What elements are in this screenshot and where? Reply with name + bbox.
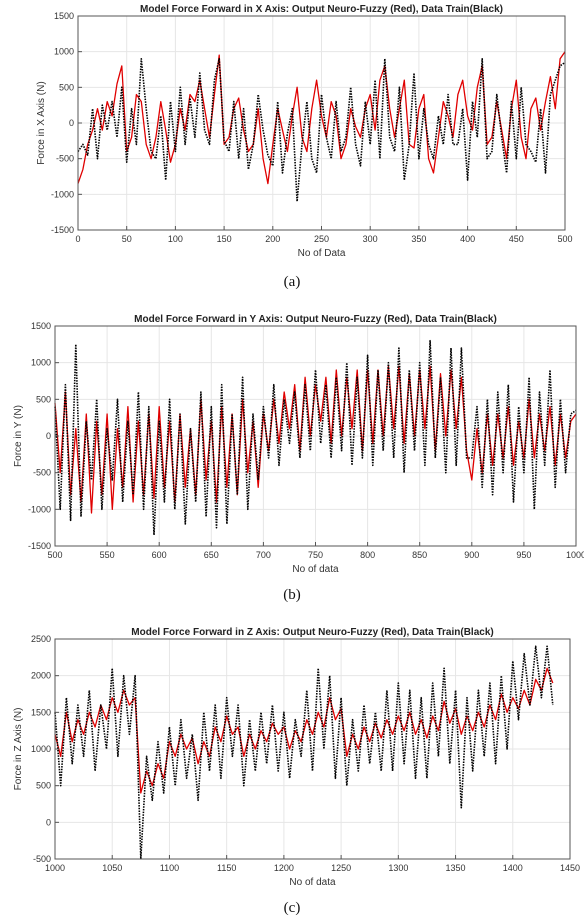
- series-line-neuro-fuzzy: [54, 667, 554, 794]
- x-tick-label: 300: [363, 234, 378, 244]
- y-tick-label: 1500: [31, 321, 51, 331]
- series-line-data-train: [54, 645, 554, 860]
- x-tick-label: 50: [122, 234, 132, 244]
- x-tick-label: 1050: [102, 863, 122, 873]
- y-tick-label: -1000: [51, 189, 74, 199]
- x-tick-label: 950: [516, 550, 531, 560]
- x-tick-label: 1400: [503, 863, 523, 873]
- y-tick-label: 1000: [54, 47, 74, 57]
- chart-panel-a: 0 50 100 150 200 250 300 350 400 450 500 -1500 -1000…: [0, 0, 584, 296]
- x-tick-label: 650: [204, 550, 219, 560]
- x-tick-label: 800: [360, 550, 375, 560]
- y-tick-label: -1000: [28, 504, 51, 514]
- x-tick-label: 1450: [560, 863, 580, 873]
- x-axis-label: No of Data: [298, 248, 346, 259]
- y-tick-label: -1500: [28, 541, 51, 551]
- y-tick-label: 500: [59, 82, 74, 92]
- x-tick-label: 400: [460, 234, 475, 244]
- y-tick-label: -500: [56, 154, 74, 164]
- x-tick-label: 1300: [388, 863, 408, 873]
- x-tick-label: 100: [168, 234, 183, 244]
- x-tick-label: 750: [308, 550, 323, 560]
- y-tick-label: 1500: [31, 707, 51, 717]
- series-line-data-train: [77, 57, 566, 203]
- x-tick-label: 1350: [446, 863, 466, 873]
- figure-caption-a: (a): [283, 274, 301, 290]
- chart-y-axis-force: 500 550 600 650 700 750 800 850 900 950 1000 -1500 -…: [13, 314, 584, 575]
- x-tick-label: 500: [47, 550, 62, 560]
- x-tick-label: 1000: [566, 550, 584, 560]
- chart-title: Model Force Forward in Y Axis: Output Ne…: [134, 314, 497, 325]
- y-axis-label: Force in X Axis (N): [36, 81, 47, 164]
- figure-caption-b: (b): [283, 587, 301, 603]
- x-tick-label: 1200: [274, 863, 294, 873]
- x-tick-label: 600: [152, 550, 167, 560]
- chart-z-axis-force: 1000 1050 1100 1150 1200 1250 1300 1350 1400 1450…: [13, 627, 580, 888]
- x-tick-label: 200: [265, 234, 280, 244]
- y-tick-label: 1500: [54, 11, 74, 21]
- x-tick-label: 1100: [160, 863, 179, 873]
- x-tick-label: 450: [509, 234, 524, 244]
- x-tick-label: 850: [412, 550, 427, 560]
- y-tick-label: 0: [46, 431, 51, 441]
- x-tick-label: 150: [217, 234, 232, 244]
- series-line-neuro-fuzzy: [54, 365, 577, 514]
- x-axis-label: No of data: [292, 564, 339, 575]
- x-tick-label: 900: [464, 550, 479, 560]
- y-tick-label: 0: [69, 118, 74, 128]
- y-tick-label: 1000: [31, 358, 51, 368]
- y-tick-label: 1000: [31, 744, 51, 754]
- chart-title: Model Force Forward in Z Axis: Output Ne…: [131, 627, 493, 638]
- x-tick-label: 700: [256, 550, 271, 560]
- y-tick-label: 500: [36, 781, 51, 791]
- y-tick-label: -500: [33, 468, 51, 478]
- chart-title: Model Force Forward in X Axis: Output Ne…: [140, 4, 503, 15]
- y-tick-label: -500: [33, 854, 51, 864]
- x-tick-label: 1150: [217, 863, 236, 873]
- y-tick-label: 500: [36, 394, 51, 404]
- y-tick-label: 2500: [31, 634, 51, 644]
- figure-caption-c: (c): [283, 900, 301, 916]
- x-tick-label: 1000: [45, 863, 65, 873]
- x-tick-label: 500: [557, 234, 572, 244]
- y-tick-label: -1500: [51, 225, 74, 235]
- y-axis-label: Force in Y (N): [13, 405, 24, 467]
- x-tick-label: 250: [314, 234, 329, 244]
- y-tick-label: 0: [46, 817, 51, 827]
- x-tick-label: 0: [75, 234, 80, 244]
- x-tick-label: 550: [100, 550, 115, 560]
- x-tick-label: 350: [411, 234, 426, 244]
- x-axis-label: No of data: [289, 877, 336, 888]
- chart-panel-b: 500 550 600 650 700 750 800 850 900 950 1000 -1500 -…: [0, 310, 584, 610]
- chart-x-axis-force: 0 50 100 150 200 250 300 350 400 450 500 -1500 -1000…: [36, 4, 573, 259]
- x-tick-label: 1250: [331, 863, 351, 873]
- chart-panel-c: 1000 1050 1100 1150 1200 1250 1300 1350 1400 1450…: [0, 623, 584, 924]
- y-tick-label: 2000: [31, 671, 51, 681]
- y-axis-label: Force in Z Axis (N): [13, 708, 24, 791]
